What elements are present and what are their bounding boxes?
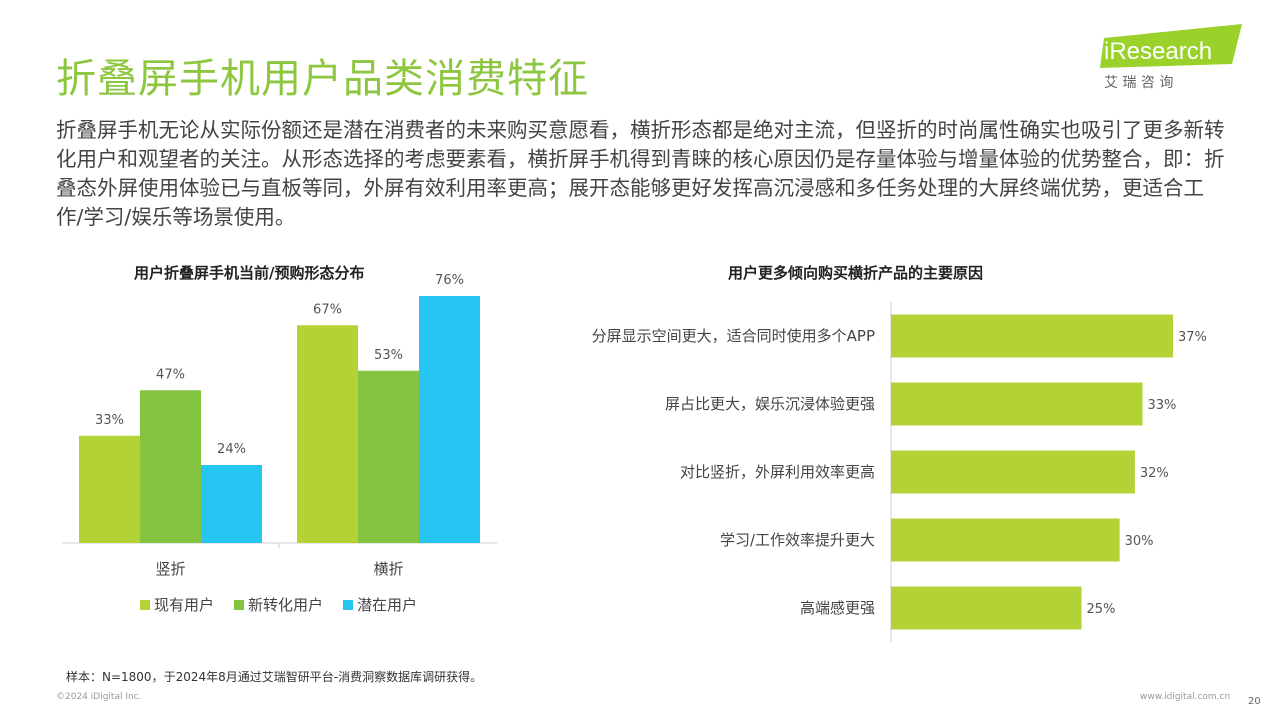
- legend-swatch-existing: [140, 599, 150, 610]
- chart2-data-label: 25%: [1087, 602, 1116, 617]
- chart1-data-label: 24%: [217, 442, 246, 457]
- chart2-title: 用户更多倾向购买横折产品的主要原因: [728, 264, 984, 282]
- logo-banner-shape: [1100, 24, 1242, 68]
- chart1-bar: [419, 296, 480, 543]
- chart1-bar: [297, 325, 358, 543]
- chart1-bar: [201, 465, 262, 543]
- page-title: 折叠屏手机用户品类消费特征: [56, 56, 589, 102]
- chart1-data-label: 76%: [435, 273, 464, 288]
- logo-brand-text: iResearch: [1104, 38, 1212, 65]
- chart2-bar: [891, 382, 1143, 426]
- legend-swatch-potential: [343, 599, 354, 610]
- sample-note: 样本：N=1800，于2024年8月通过艾瑞智研平台-消费洞察数据库调研获得。: [66, 670, 483, 684]
- chart2-data-label: 32%: [1140, 466, 1169, 481]
- intro-paragraph: 折叠屏手机无论从实际份额还是潜在消费者的未来购买意愿看，横折形态都是绝对主流，但…: [56, 118, 1225, 229]
- chart1-data-label: 67%: [313, 302, 342, 317]
- legend-label-existing: 现有用户: [154, 596, 215, 614]
- chart1-bar: [358, 370, 419, 543]
- chart2-data-label: 30%: [1125, 534, 1154, 549]
- chart1-legend: 现有用户 新转化用户 潜在用户: [140, 594, 417, 615]
- chart2-category-label: 对比竖折，外屏利用效率更高: [680, 463, 875, 481]
- legend-label-potential: 潜在用户: [357, 596, 418, 614]
- legend-item-existing-users: 现有用户: [140, 594, 214, 615]
- chart2-bar: [891, 314, 1173, 358]
- chart2-category-label: 屏占比更大，娱乐沉浸体验更强: [665, 395, 875, 413]
- chart2-category-label: 学习/工作效率提升更大: [720, 531, 875, 549]
- legend-item-new-users: 新转化用户: [234, 594, 323, 615]
- page-number: 20: [1248, 696, 1261, 707]
- iresearch-logo: iResearch 艾 瑞 咨 询: [1096, 24, 1246, 94]
- chart1-bar: [140, 390, 201, 543]
- chart1-data-label: 53%: [374, 348, 403, 363]
- logo-sub-text: 艾 瑞 咨 询: [1104, 75, 1173, 91]
- chart1-title: 用户折叠屏手机当前/预购形态分布: [134, 264, 365, 282]
- chart1-category-label: 竖折: [155, 560, 185, 578]
- legend-item-potential-users: 潜在用户: [343, 594, 417, 615]
- copyright: ©2024 iDigital Inc.: [56, 692, 142, 702]
- chart2-bar: [891, 518, 1120, 562]
- legend-swatch-new: [234, 599, 245, 610]
- chart2-data-label: 33%: [1148, 398, 1177, 413]
- chart1-bar: [79, 435, 140, 543]
- chart1-data-label: 47%: [156, 367, 185, 382]
- chart2-category-label: 高端感更强: [800, 599, 875, 617]
- legend-label-new: 新转化用户: [248, 596, 324, 614]
- chart2-bar: [891, 450, 1135, 494]
- chart2-category-label: 分屏显示空间更大，适合同时使用多个APP: [592, 327, 875, 345]
- chart2-bar: [891, 586, 1082, 630]
- website-url: www.idigital.com.cn: [1140, 692, 1231, 702]
- chart2-data-label: 37%: [1178, 330, 1207, 345]
- chart1-category-label: 横折: [373, 560, 403, 578]
- chart1-data-label: 33%: [95, 413, 124, 428]
